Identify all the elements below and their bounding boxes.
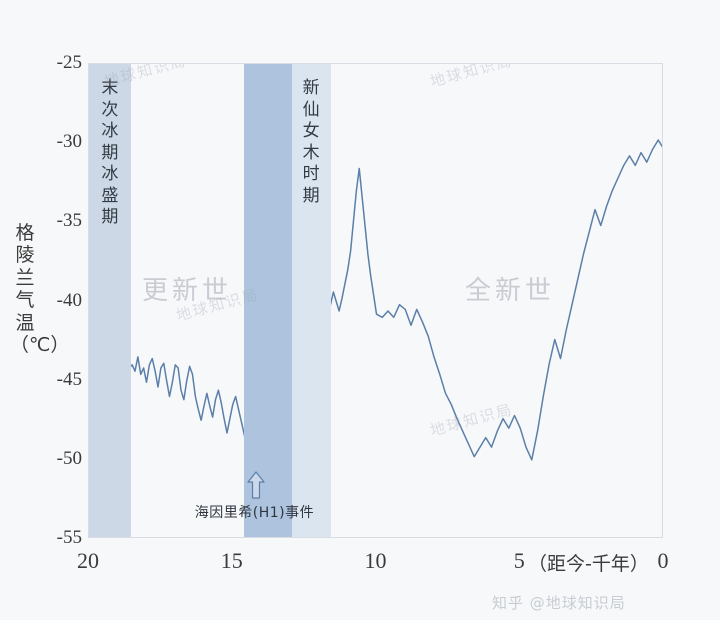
x-axis-tick: 5 [513,548,525,573]
band-heinrich-dark [244,64,292,537]
plot-area: 更新世 全新世 末次冰期冰盛期 新仙女木时期 地球知识局 地球知识局 地球知识局… [88,63,663,538]
x-axis-tick: 20 [77,548,99,573]
x-axis-tick: 10 [364,548,387,573]
period-label-younger-dryas: 新仙女木时期 [302,78,320,206]
band-younger-dryas [291,64,331,537]
y-axis-tick: -40 [56,289,82,311]
x-axis-title: （距今-千年） [528,553,649,575]
y-axis-tick: -25 [56,52,82,73]
band-last-glacial-maximum [89,64,131,537]
y-axis-tick: -50 [56,447,82,469]
y-axis-tick: -30 [56,131,82,153]
x-axis-tick: 15 [220,548,243,573]
period-label-lgm: 末次冰期冰盛期 [101,78,119,228]
epoch-label-pleistocene: 更新世 [142,276,233,306]
h1-event-arrow-icon [247,471,265,499]
y-axis-tick: -35 [56,210,82,232]
y-axis-title: 格陵兰气温（℃） [10,222,70,357]
y-axis-tick: -45 [56,368,82,390]
y-axis: -25 -30 -35 -40 -45 -50 -55 [30,0,82,620]
epoch-label-holocene: 全新世 [465,276,556,306]
x-axis-tick: 0 [657,548,669,573]
y-axis-tick: -55 [56,527,82,548]
bottom-watermark: 知乎 @地球知识局 [492,594,626,612]
h1-event-annotation: 海因里希(H1)事件 [194,505,315,521]
